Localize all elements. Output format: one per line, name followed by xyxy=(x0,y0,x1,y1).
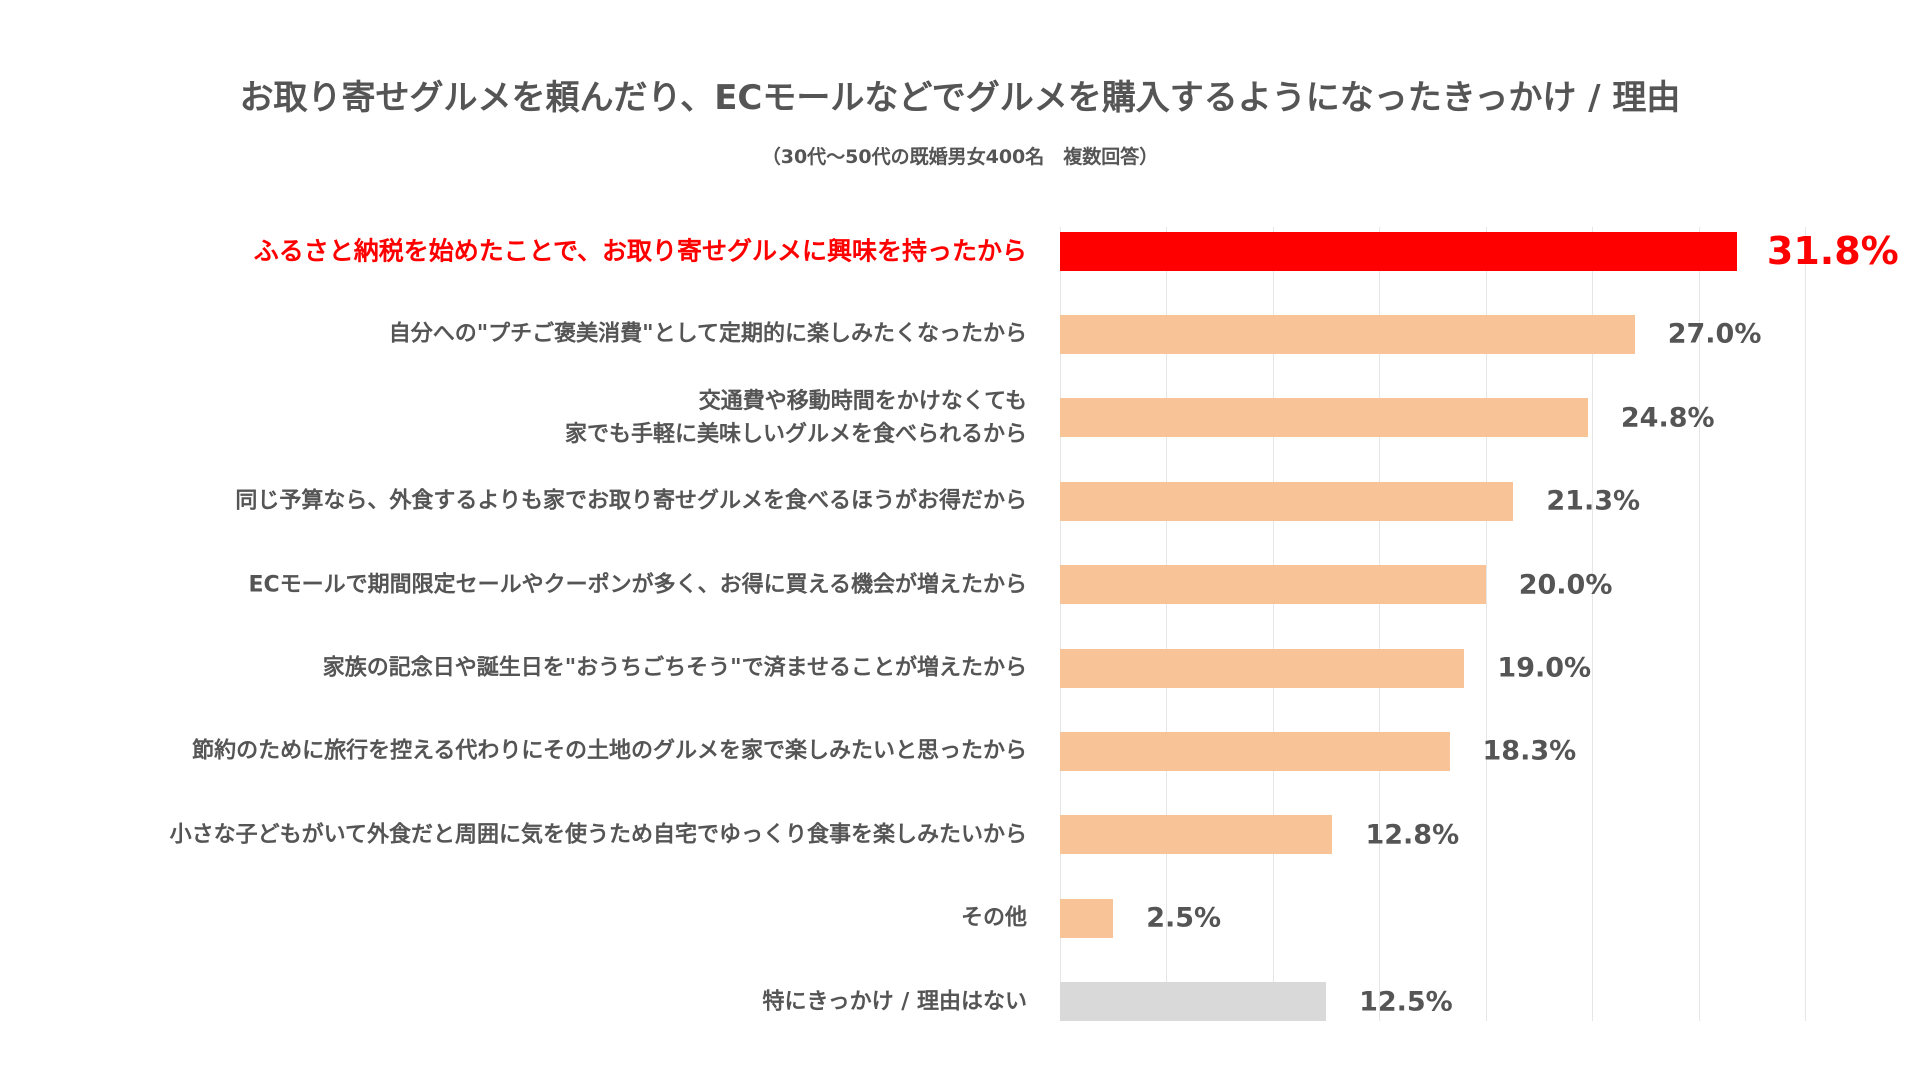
bar xyxy=(1060,481,1514,521)
value-label: 19.0% xyxy=(1497,652,1592,684)
bar xyxy=(1060,398,1588,438)
bar xyxy=(1060,565,1486,605)
category-label: 家族の記念日や誕生日を"おうちごちそう"で済ませることが増えたから xyxy=(322,655,1027,681)
bar xyxy=(1060,815,1333,855)
category-label: ふるさと納税を始めたことで、お取り寄せグルメに興味を持ったから xyxy=(253,236,1027,266)
category-label: 特にきっかけ / 理由はない xyxy=(762,989,1027,1015)
category-label: 小さな子どもがいて外食だと周囲に気を使うため自宅でゆっくり食事を楽しみたいから xyxy=(169,822,1027,848)
chart-subtitle: （30代～50代の既婚男女400名 複数回答） xyxy=(761,146,1159,168)
grid-line xyxy=(1166,227,1168,1021)
grid-line xyxy=(1485,227,1487,1021)
value-label: 12.5% xyxy=(1359,986,1453,1018)
category-label: その他 xyxy=(960,905,1027,931)
bar xyxy=(1060,898,1114,938)
grid-line xyxy=(1379,227,1381,1021)
chart-title: お取り寄せグルメを頼んだり、ECモールなどでグルメを購入するようになったきっかけ… xyxy=(239,78,1681,118)
category-label: ECモールで期間限定セールやクーポンが多く、お得に買える機会が増えたから xyxy=(248,572,1027,598)
category-label: 交通費や移動時間をかけなくても 家でも手軽に美味しいグルメを食べられるから xyxy=(564,388,1027,447)
category-label: 同じ予算なら、外食するよりも家でお取り寄せグルメを食べるほうがお得だから xyxy=(235,488,1027,514)
value-label: 18.3% xyxy=(1482,735,1577,767)
grid-line xyxy=(1272,227,1274,1021)
grid-line xyxy=(1698,227,1700,1021)
category-label: 節約のために旅行を控える代わりにその土地のグルメを家で楽しみたいと思ったから xyxy=(192,738,1027,764)
value-label: 20.0% xyxy=(1518,569,1613,601)
value-label: 27.0% xyxy=(1667,318,1762,350)
category-label: 自分への"プチご褒美消費"として定期的に楽しみたくなったから xyxy=(388,321,1027,347)
bar xyxy=(1060,982,1327,1022)
grid-line xyxy=(1060,227,1061,1021)
value-label: 2.5% xyxy=(1146,902,1222,934)
bar xyxy=(1060,231,1737,271)
value-label: 24.8% xyxy=(1620,402,1715,434)
bar xyxy=(1060,314,1635,354)
grid-line xyxy=(1592,227,1594,1021)
value-label: 12.8% xyxy=(1365,819,1460,851)
bar xyxy=(1060,731,1450,771)
bar xyxy=(1060,648,1465,688)
value-label: 21.3% xyxy=(1546,485,1641,517)
value-label: 31.8% xyxy=(1766,229,1899,273)
grid-line xyxy=(1805,227,1806,1021)
